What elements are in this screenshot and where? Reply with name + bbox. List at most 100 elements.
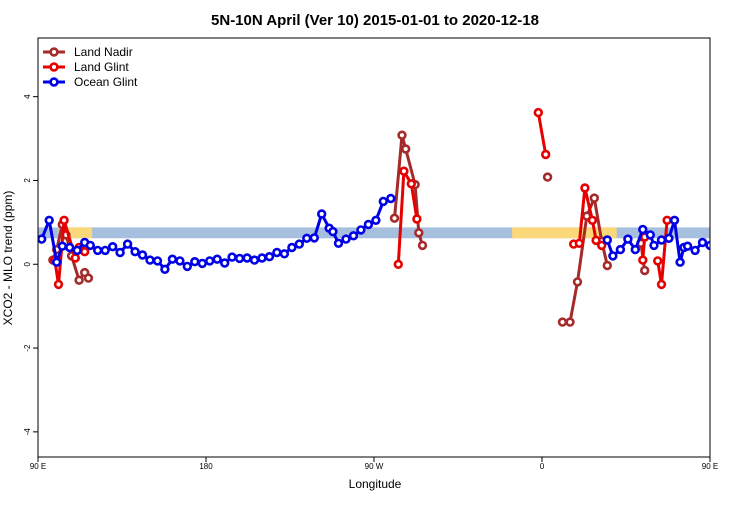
ocean-glint-point-37: [309, 233, 319, 243]
land-nadir-point-11: [401, 144, 411, 154]
land-glint-point-22: [638, 255, 648, 265]
ocean-glint-point-50: [602, 235, 612, 245]
ocean-glint-point-4: [64, 242, 75, 253]
ocean-glint-point-57: [649, 240, 659, 251]
ocean-glint-point-5: [72, 245, 82, 256]
land-glint-point-13: [540, 149, 551, 160]
land-nadir-point-22: [589, 193, 599, 203]
land-glint-point-1: [53, 279, 64, 290]
ocean-glint-point-58: [656, 235, 667, 245]
land-nadir-point-20: [572, 277, 583, 287]
land-glint-point-16: [574, 238, 584, 249]
ocean-glint-point-48: [386, 193, 396, 204]
land-glint-point-17: [580, 183, 590, 193]
ocean-glint-point-31: [264, 252, 275, 262]
ocean-glint-point-24: [212, 254, 222, 264]
ocean-glint-point-56: [645, 230, 655, 240]
legend-marker-land-nadir: [49, 47, 59, 57]
ocean-glint-point-46: [371, 215, 381, 226]
ocean-glint-point-52: [615, 244, 626, 255]
land-glint-point-27: [662, 215, 672, 226]
ocean-glint-point-20: [182, 261, 193, 272]
ocean-glint-point-41: [333, 238, 344, 249]
x-tick-label-2: 90 W: [365, 462, 384, 471]
ocean-glint-point-15: [145, 255, 155, 265]
ocean-band: [38, 227, 710, 239]
land-glint-point-25: [652, 256, 663, 266]
ocean-glint-point-13: [130, 247, 140, 257]
ocean-glint-point-42: [341, 234, 351, 244]
ocean-glint-point-19: [175, 256, 185, 266]
ocean-glint-point-12: [122, 239, 133, 249]
ocean-glint-point-11: [115, 247, 125, 258]
ocean-glint-point-22: [197, 258, 208, 269]
ocean-glint-point-14: [137, 250, 148, 260]
ocean-glint-point-67: [714, 246, 721, 253]
land-glint-point-7: [393, 259, 403, 269]
plot-content: [38, 107, 750, 327]
land-glint-point-8: [399, 166, 409, 176]
legend-label-land-nadir: Land Nadir: [74, 45, 133, 59]
land-nadir-point-9: [389, 213, 400, 223]
x-axis-label: Longitude: [349, 477, 402, 491]
ocean-glint-point-36: [302, 233, 312, 244]
land-glint-point-10: [412, 214, 422, 224]
ocean-glint-point-32: [272, 247, 282, 258]
ocean-glint-point-45: [363, 219, 374, 230]
ocean-glint-point-60: [669, 215, 680, 226]
land-glint-point-26: [656, 279, 667, 290]
land-glint-point-5: [79, 247, 90, 257]
land-glint-point-19: [591, 235, 601, 246]
ocean-glint-point-27: [234, 253, 245, 264]
y-tick-label-1: -2: [23, 344, 32, 352]
x-tick-label-3: 0: [540, 462, 545, 471]
ocean-glint-point-38: [317, 209, 327, 219]
land-glint-point-3: [70, 253, 81, 263]
ocean-glint-point-8: [92, 245, 103, 256]
ocean-glint-point-71: [744, 241, 750, 248]
x-tick-label-0: 90 E: [30, 462, 46, 471]
ocean-glint-point-54: [630, 244, 640, 255]
land-nadir-point-13: [414, 228, 424, 238]
legend-label-ocean-glint: Ocean Glint: [74, 75, 138, 89]
ocean-glint-point-18: [167, 254, 178, 264]
ocean-glint-point-59: [664, 233, 674, 244]
ocean-glint-point-51: [608, 251, 618, 261]
ocean-glint-point-55: [638, 224, 648, 235]
land-nadir-point-24: [602, 260, 612, 271]
ocean-glint-point-63: [682, 241, 693, 251]
ocean-glint-point-40: [328, 226, 338, 237]
ocean-glint-point-21: [190, 257, 200, 267]
ocean-glint-point-68: [722, 246, 729, 253]
ocean-glint-point-69: [729, 243, 736, 250]
ocean-glint-point-26: [227, 252, 237, 262]
ocean-glint-point-2: [51, 257, 62, 267]
ocean-glint-point-29: [249, 255, 260, 265]
land-glint-point-2: [59, 215, 69, 226]
ocean-glint-point-43: [348, 231, 359, 241]
land-nadir-point-16: [542, 172, 553, 182]
land-nadir-point-14: [417, 240, 428, 251]
ocean-glint-point-3: [57, 241, 67, 251]
y-tick-label-3: 2: [23, 178, 32, 183]
ocean-glint-point-28: [242, 253, 252, 263]
legend-marker-land-glint: [49, 62, 59, 72]
ocean-glint-point-47: [378, 196, 388, 207]
ocean-glint-point-64: [690, 245, 700, 256]
land-nadir-point-18: [557, 317, 568, 327]
land-glint-point-9: [406, 179, 416, 189]
land-nadir-point-10: [397, 130, 407, 140]
land-glint-point-18: [587, 215, 598, 226]
land-glint-line-2: [536, 112, 548, 155]
ocean-glint-point-61: [675, 257, 685, 267]
land-nadir-point-27: [639, 265, 650, 276]
land-band-segment-1: [512, 227, 617, 239]
land-nadir-point-19: [565, 317, 575, 327]
land-nadir-point-7: [83, 273, 94, 283]
y-axis-label: XCO2 - MLO trend (ppm): [1, 191, 15, 326]
legend-marker-ocean-glint: [49, 77, 59, 87]
chart-title: 5N-10N April (Ver 10) 2015-01-01 to 2020…: [211, 12, 539, 29]
x-tick-label-1: 180: [199, 462, 213, 471]
